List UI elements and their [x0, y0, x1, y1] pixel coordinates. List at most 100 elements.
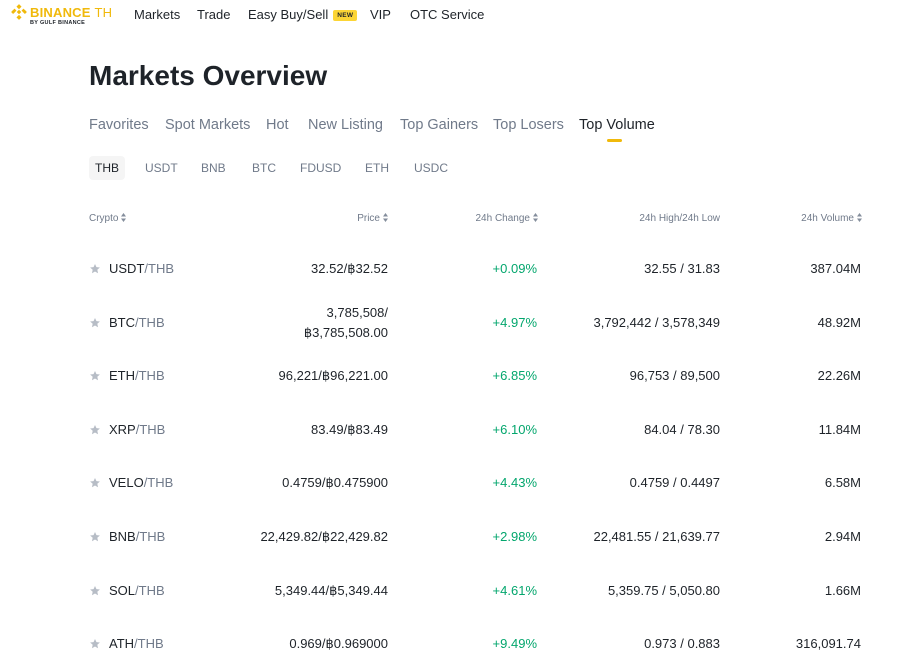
sort-icon: [533, 213, 538, 222]
change-value: +6.10%: [492, 421, 537, 437]
high-low-value: 0.4759 / 0.4497: [629, 475, 720, 491]
volume-value: 2.94M: [824, 529, 861, 544]
new-badge: NEW: [333, 10, 358, 21]
nav-easy-buy-sell-label: Easy Buy/Sell: [248, 7, 329, 22]
table-row[interactable]: XRP/THB 83.49/฿83.49 +6.10% 84.04 / 78.30 11…: [0, 403, 900, 457]
quote-tab-usdc[interactable]: USDC: [414, 161, 449, 175]
price-value: 0.4759/฿0.475900: [282, 475, 388, 491]
pair-quote: /THB: [135, 529, 166, 544]
header-volume-label: 24h Volume: [801, 213, 854, 224]
pair-quote: /THB: [135, 421, 166, 437]
tab-hot[interactable]: Hot: [266, 117, 289, 133]
page-title: Markets Overview: [89, 60, 328, 91]
volume-value: 48.92M: [817, 314, 861, 330]
high-low-value: 3,792,442 / 3,578,349: [593, 314, 720, 330]
pair-base: SOL: [109, 582, 136, 598]
price-value: 32.52/฿32.52: [311, 261, 388, 276]
quote-tab-fdusd[interactable]: FDUSD: [300, 161, 342, 175]
pair-base: BNB: [109, 529, 136, 544]
quote-tab-btc[interactable]: BTC: [252, 161, 276, 175]
price-value: 3,785,508/: [326, 304, 388, 320]
price-cell: 22,429.82/฿22,429.82: [260, 527, 388, 547]
table-row[interactable]: ATH/THB 0.969/฿0.969000 +9.49% 0.973 / 0.88…: [0, 617, 900, 671]
brand-region: TH: [94, 5, 113, 20]
header-24h-change[interactable]: 24h Change: [475, 213, 538, 224]
header-crypto-label: Crypto: [89, 213, 119, 224]
star-icon[interactable]: [89, 262, 101, 274]
pair-name: BNB/THB: [109, 529, 165, 544]
table-row[interactable]: VELO/THB 0.4759/฿0.475900 +4.43% 0.4759 / 0…: [0, 456, 900, 510]
star-icon[interactable]: [89, 476, 101, 488]
tab-top-volume[interactable]: Top Volume: [579, 117, 655, 133]
star-icon[interactable]: [89, 637, 101, 649]
quote-tab-eth[interactable]: ETH: [365, 161, 389, 175]
header-24h-volume[interactable]: 24h Volume: [801, 213, 862, 224]
tab-favorites[interactable]: Favorites: [89, 117, 149, 133]
nav-otc-service[interactable]: OTC Service: [410, 7, 485, 22]
active-tab-indicator: [607, 139, 622, 142]
high-low-value: 5,359.75 / 5,050.80: [607, 582, 720, 598]
price-cell: 5,349.44/฿5,349.44: [275, 581, 388, 601]
tab-top-losers[interactable]: Top Losers: [493, 117, 564, 133]
binance-logo-icon: [11, 4, 27, 20]
volume-value: 316,091.74: [795, 636, 861, 652]
quote-tab-bnb[interactable]: BNB: [201, 161, 226, 175]
tab-new-listing[interactable]: New Listing: [308, 117, 383, 133]
change-value: +6.85%: [492, 368, 537, 384]
pair-name: VELO/THB: [109, 475, 173, 490]
header-price[interactable]: Price: [357, 213, 388, 224]
star-icon[interactable]: [89, 316, 101, 328]
pair-quote: /THB: [143, 475, 174, 491]
quote-tab-thb[interactable]: THB: [89, 156, 125, 180]
star-icon[interactable]: [89, 530, 101, 542]
top-nav: BINANCE TH BY GULF BINANCE Markets Trade…: [0, 0, 900, 30]
sort-icon: [383, 213, 388, 222]
sort-icon: [857, 213, 862, 222]
nav-trade[interactable]: Trade: [197, 7, 231, 22]
table-row[interactable]: ETH/THB 96,221/฿96,221.00 +6.85% 96,753 / 8…: [0, 349, 900, 403]
tab-top-gainers[interactable]: Top Gainers: [400, 117, 479, 133]
volume-value: 387.04M: [810, 261, 861, 276]
change-value: +9.49%: [492, 636, 537, 652]
price-value-thb: ฿3,785,508.00: [303, 324, 388, 340]
price-value: 5,349.44/฿5,349.44: [274, 582, 388, 598]
high-low-value: 22,481.55 / 21,639.77: [593, 529, 720, 544]
pair-name: ETH/THB: [109, 368, 165, 383]
brand-subtitle: BY GULF BINANCE: [30, 20, 86, 26]
pair-quote: /THB: [135, 582, 165, 598]
price-cell: 32.52/฿32.52: [311, 259, 388, 279]
price-cell: 96,221/฿96,221.00: [279, 366, 388, 386]
star-icon[interactable]: [89, 584, 101, 596]
table-row[interactable]: SOL/THB 5,349.44/฿5,349.44 +4.61% 5,359.75 …: [0, 564, 900, 618]
change-value: +4.97%: [492, 314, 537, 330]
pair-name: ATH/THB: [109, 636, 164, 651]
high-low-value: 0.973 / 0.883: [644, 636, 720, 652]
volume-value: 6.58M: [824, 475, 861, 491]
table-row[interactable]: BTC/THB 3,785,508/ ฿3,785,508.00 +4.97% 3,79…: [0, 296, 900, 350]
table-row[interactable]: USDT/THB 32.52/฿32.52 +0.09% 32.55 / 31.83 3…: [0, 242, 900, 296]
pair-base: USDT: [109, 261, 145, 276]
nav-markets[interactable]: Markets: [134, 7, 181, 22]
header-change-label: 24h Change: [475, 213, 531, 224]
header-crypto[interactable]: Crypto: [89, 213, 127, 224]
pair-base: VELO: [109, 475, 144, 491]
nav-easy-buy-sell[interactable]: Easy Buy/Sell NEW: [248, 7, 358, 22]
price-value: 0.969/฿0.969000: [289, 636, 388, 652]
pair-base: XRP: [109, 421, 136, 437]
table-row[interactable]: BNB/THB 22,429.82/฿22,429.82 +2.98% 22,481.…: [0, 510, 900, 564]
quote-tab-usdt[interactable]: USDT: [145, 161, 178, 175]
brand-logo[interactable]: BINANCE TH BY GULF BINANCE: [10, 3, 120, 29]
change-value: +0.09%: [492, 261, 537, 276]
high-low-value: 96,753 / 89,500: [629, 368, 720, 384]
brand-name: BINANCE: [30, 5, 91, 20]
star-icon[interactable]: [89, 423, 101, 435]
pair-quote: /THB: [135, 314, 165, 330]
nav-vip[interactable]: VIP: [370, 7, 391, 22]
header-24h-high-low: 24h High/24h Low: [639, 213, 720, 224]
star-icon[interactable]: [89, 369, 101, 381]
price-cell: 0.4759/฿0.475900: [282, 473, 388, 493]
price-value: 96,221/฿96,221.00: [278, 368, 388, 384]
tab-spot-markets[interactable]: Spot Markets: [165, 117, 251, 133]
volume-value: 22.26M: [817, 368, 861, 384]
change-value: +4.61%: [492, 582, 537, 598]
